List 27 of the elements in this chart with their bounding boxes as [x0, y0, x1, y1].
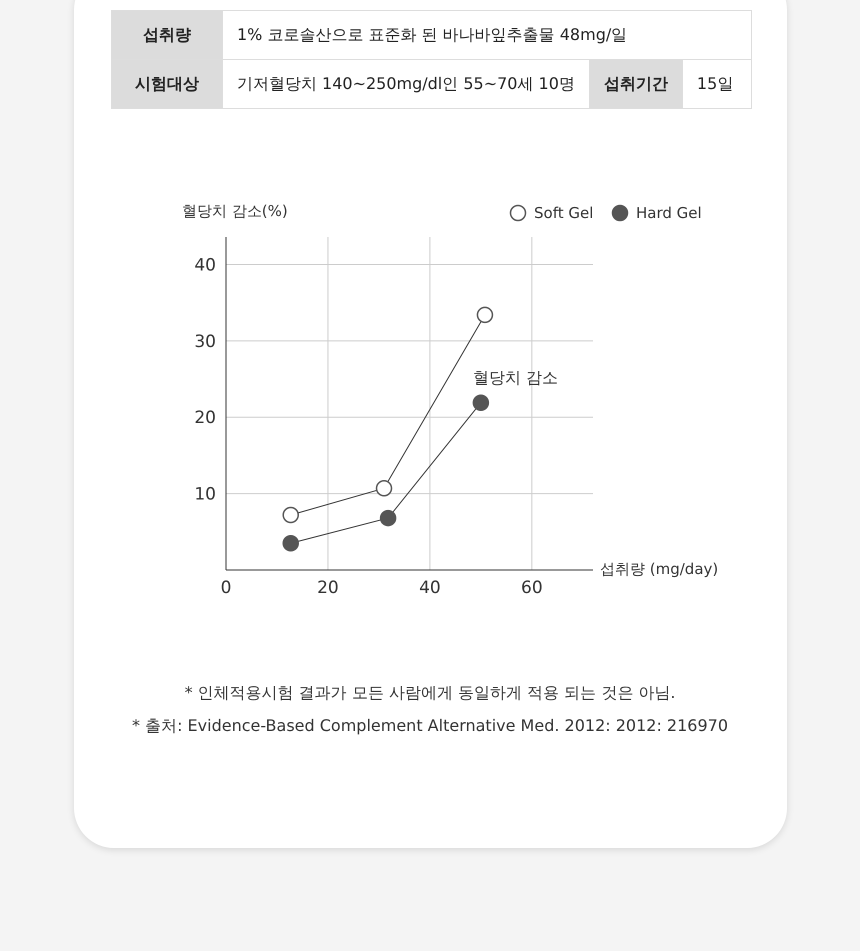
- x-tick-label: 0: [220, 578, 232, 598]
- text: * 출처: Evidence-Based Complement Alternative Med. 2012: 2012: 216970: [130, 716, 729, 737]
- point: [380, 510, 396, 526]
- y-axis-title: 혈당치 감소(%): [182, 202, 288, 221]
- text: 시험대상: [112, 60, 222, 108]
- point: [476, 306, 494, 324]
- y-tick-label: 20: [194, 408, 216, 428]
- text: 섭취량: [112, 10, 222, 60]
- x-tick-label: 60: [521, 578, 543, 598]
- y-tick-label: 30: [194, 332, 216, 352]
- annotation: 혈당치 감소: [472, 368, 558, 389]
- y-tick-label: 40: [194, 255, 216, 276]
- point: [376, 480, 392, 497]
- point: [282, 535, 299, 552]
- text: 15일: [682, 60, 752, 108]
- text: * 인체적용시험 결과가 모든 사람에게 동일하게 적용 되는 것은 아님.: [184, 683, 676, 704]
- point: [282, 506, 299, 524]
- y-tick-label: 10: [194, 484, 216, 505]
- x-axis-title: 섭취량 (mg/day): [600, 560, 720, 578]
- text: 섭취기간: [589, 60, 682, 108]
- text: 1% 코로솔산으로 표준화 된 바나바잎추출물 48mg/일: [222, 10, 752, 60]
- legend-label: Soft Gel: [534, 204, 594, 222]
- text: 기저혈당치 140~250mg/dl인 55~70세 10명: [222, 60, 590, 108]
- x-tick-label: 20: [317, 578, 339, 598]
- point: [472, 394, 490, 411]
- legend-label: Hard Gel: [636, 204, 702, 222]
- x-tick-label: 40: [419, 578, 441, 598]
